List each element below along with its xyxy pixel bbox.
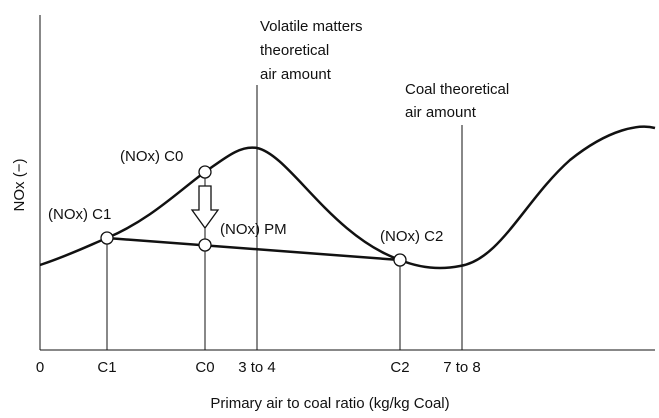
point: [100, 231, 114, 245]
x-tick-label: C0: [195, 359, 214, 376]
y-axis-label: NOx (−): [11, 159, 28, 212]
annotation: air amount: [260, 66, 332, 83]
annotation: Coal theoretical: [405, 81, 509, 98]
point: [198, 165, 212, 179]
arrow: [190, 185, 220, 230]
annotation: theoretical: [260, 42, 329, 59]
point-label: (NOx) C1: [48, 206, 111, 223]
pm-line: [106, 236, 401, 262]
x-axis-label: Primary air to coal ratio (kg/kg Coal): [210, 395, 449, 412]
x-tick-label: C1: [97, 359, 116, 376]
point-label: (NOx) C0: [120, 148, 183, 165]
nox-curve: [39, 125, 656, 270]
point: [198, 238, 212, 252]
x-tick-label: 3 to 4: [238, 359, 276, 376]
annotation: Volatile matters: [260, 18, 363, 35]
x-tick-label: 7 to 8: [443, 359, 481, 376]
annotation: air amount: [405, 104, 477, 121]
point-label: (NOx) C2: [380, 228, 443, 245]
x-tick-label: C2: [390, 359, 409, 376]
point-label: (NOx) PM: [220, 221, 287, 238]
x-tick-label: 0: [36, 359, 44, 376]
point: [393, 253, 407, 267]
